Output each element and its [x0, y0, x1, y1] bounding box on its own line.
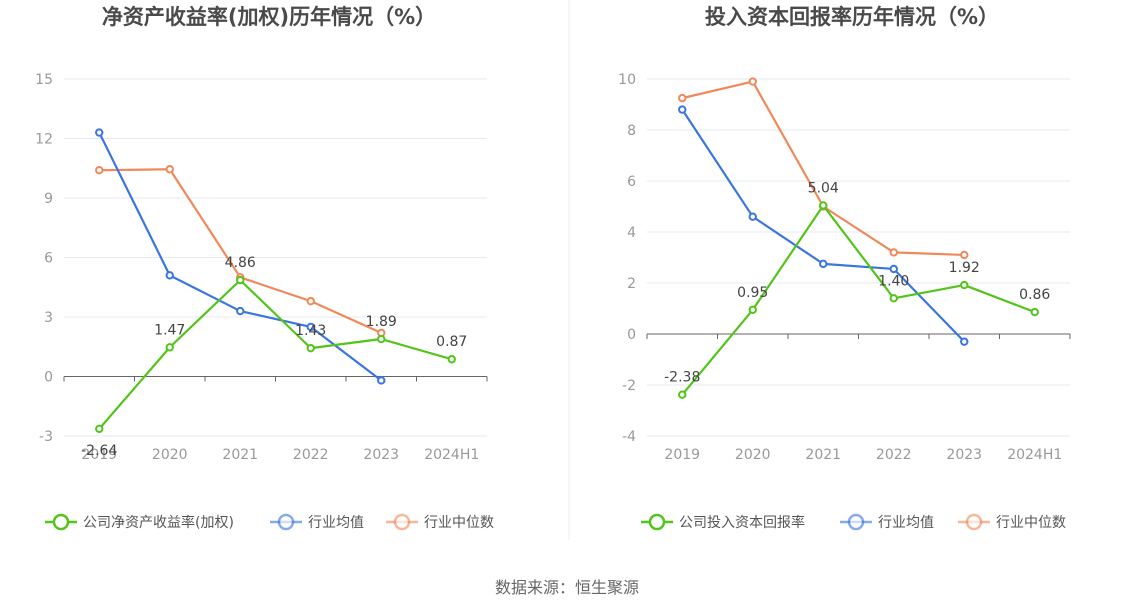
y-tick-label: 15	[35, 72, 53, 88]
average-data-point	[165, 271, 174, 280]
median-data-point	[95, 166, 104, 175]
company-data-point	[678, 390, 687, 399]
data-label: 1.89	[366, 314, 397, 330]
legend-item-median[interactable]: 行业中位数	[386, 513, 494, 531]
x-tick-label: 2022	[876, 447, 912, 463]
company-data-point	[306, 343, 315, 353]
legend-label: 行业中位数	[424, 515, 494, 531]
data-label: 1.92	[949, 260, 980, 276]
average-data-point	[95, 128, 104, 137]
legend-marker	[648, 513, 666, 531]
data-label: 0.86	[1019, 287, 1050, 303]
y-tick-label: 6	[627, 174, 636, 190]
average-data-point	[377, 376, 386, 385]
company-data-point	[748, 305, 757, 314]
x-tick-label: 2021	[222, 447, 258, 463]
y-tick-label: 2	[627, 276, 636, 292]
x-tick-label: 2020	[152, 447, 188, 463]
legend-marker	[52, 513, 70, 531]
x-tick-label: 2019	[664, 447, 700, 463]
legend-item-company[interactable]: 公司净资产收益率(加权)	[45, 513, 234, 531]
median-data-point	[165, 165, 174, 174]
legend-marker	[965, 513, 983, 531]
legend-label: 行业均值	[878, 515, 934, 531]
legend-item-company[interactable]: 公司投入资本回报率	[641, 513, 805, 531]
y-tick-label: 10	[618, 72, 636, 88]
y-tick-label: 3	[44, 310, 53, 326]
data-label: -2.64	[81, 443, 117, 459]
x-tick-label: 2020	[735, 447, 771, 463]
legend-marker	[277, 513, 295, 531]
company-data-point	[1030, 307, 1039, 317]
y-tick-label: 12	[35, 132, 53, 148]
y-tick-label: 9	[44, 191, 53, 207]
x-tick-label: 2024H1	[1007, 447, 1062, 463]
data-label: 4.86	[225, 255, 256, 271]
company-data-point	[236, 275, 245, 285]
company-data-point	[377, 334, 386, 344]
legend-item-average[interactable]: 行业均值	[270, 513, 364, 531]
x-tick-label: 2023	[363, 447, 399, 463]
legend-item-median[interactable]: 行业中位数	[958, 513, 1066, 531]
average-data-point	[236, 306, 245, 316]
company-data-point	[447, 355, 456, 364]
average-data-point	[960, 337, 969, 346]
chart-title: 净资产收益率(加权)历年情况（%）	[102, 5, 436, 29]
y-tick-label: 6	[44, 251, 53, 267]
y-tick-label: 8	[627, 123, 636, 139]
average-data-point	[678, 105, 687, 114]
data-label: 1.47	[154, 322, 185, 338]
chart-title: 投入资本回报率历年情况（%）	[705, 5, 999, 29]
legend-label: 公司投入资本回报率	[679, 514, 805, 531]
legend-label: 行业均值	[308, 515, 364, 531]
company-series-line	[681, 204, 1036, 396]
data-label: 0.87	[436, 334, 467, 350]
x-tick-label: 2022	[293, 447, 329, 463]
x-tick-label: 2019	[81, 447, 117, 463]
y-tick-label: -2	[622, 378, 636, 394]
data-label: 1.43	[295, 323, 326, 339]
company-data-point	[95, 424, 104, 434]
average-series-line	[681, 108, 966, 343]
median-data-point	[306, 296, 315, 306]
data-label: 1.40	[878, 273, 909, 289]
data-label: -2.38	[664, 370, 700, 386]
company-data-point	[819, 201, 828, 210]
average-data-point	[748, 212, 757, 221]
legend-marker	[393, 513, 411, 531]
company-data-point	[889, 294, 898, 303]
legend-label: 公司净资产收益率(加权)	[83, 514, 234, 531]
x-tick-label: 2021	[805, 447, 841, 463]
y-tick-label: 0	[44, 370, 53, 386]
legend-item-average[interactable]: 行业均值	[840, 513, 934, 531]
data-source: 数据来源：恒生聚源	[495, 578, 639, 597]
company-series-line	[98, 279, 453, 430]
y-tick-label: 4	[627, 225, 636, 241]
y-tick-label: 0	[627, 327, 636, 343]
average-data-point	[889, 264, 898, 274]
legend-marker	[847, 513, 865, 531]
company-data-point	[165, 343, 174, 352]
average-data-point	[819, 259, 828, 269]
data-label: 5.04	[808, 180, 839, 196]
company-data-point	[960, 280, 969, 290]
median-data-point	[960, 250, 969, 260]
x-tick-label: 2023	[946, 447, 982, 463]
data-label: 0.95	[737, 285, 768, 301]
median-data-point	[748, 77, 757, 86]
median-data-point	[678, 93, 687, 103]
median-series-line	[681, 80, 965, 257]
roe-chart-panel: 净资产收益率(加权)历年情况（%） -3 0 3 6 9 12 15 2019 2020 2021 2…	[35, 5, 494, 531]
x-tick-label: 2024H1	[424, 447, 479, 463]
roic-chart-panel: 投入资本回报率历年情况（%） -4 -2 0 2 4 6 8 10 2019 2020 2021 202…	[618, 5, 1071, 531]
y-tick-label: -4	[622, 429, 636, 445]
legend-label: 行业中位数	[996, 515, 1066, 531]
median-data-point	[889, 248, 898, 257]
average-data-point	[306, 322, 315, 332]
y-tick-label: -3	[39, 429, 53, 445]
